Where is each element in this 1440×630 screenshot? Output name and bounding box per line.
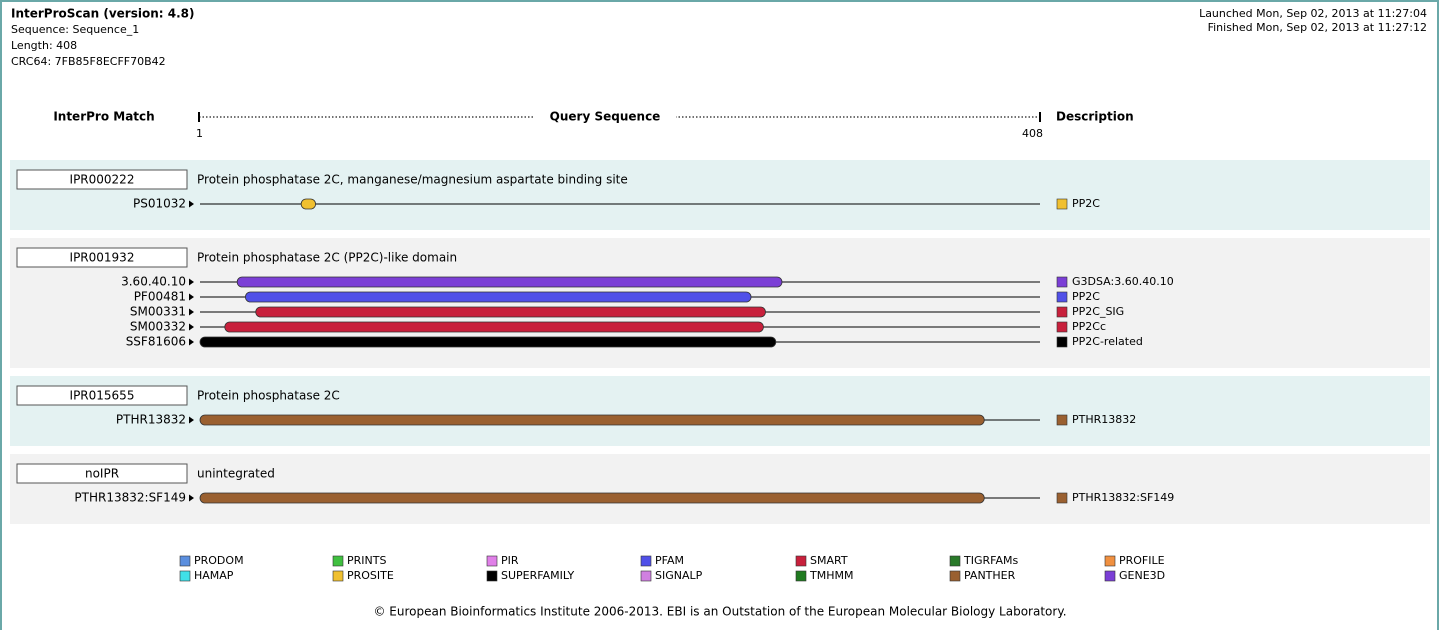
- legend-swatch: [1104, 570, 1116, 582]
- legend-label: SIGNALP: [655, 569, 703, 582]
- legend-label: PIR: [501, 554, 519, 567]
- legend-swatch: [179, 555, 191, 567]
- match-bar: [300, 198, 316, 210]
- footer: © European Bioinformatics Institute 2006…: [373, 605, 1066, 619]
- legend-swatch: [486, 555, 498, 567]
- arrow: [189, 416, 194, 424]
- match-label: PS01032: [133, 197, 186, 211]
- legend-label: PRINTS: [347, 554, 386, 567]
- match-bar: [245, 291, 752, 303]
- match-description: PTHR13832:SF149: [1072, 491, 1174, 504]
- length: Length: 408: [11, 39, 77, 52]
- description-swatch: [1056, 492, 1068, 504]
- axis-label-bg: [534, 108, 676, 126]
- description-swatch: [1056, 336, 1068, 348]
- arrow: [189, 338, 194, 346]
- arrow: [189, 278, 194, 286]
- description-header: Description: [1056, 110, 1134, 124]
- legend-label: PRODOM: [194, 554, 244, 567]
- legend-label: TMHMM: [809, 569, 853, 582]
- group-name: Protein phosphatase 2C: [197, 389, 340, 403]
- arrow: [189, 323, 194, 331]
- group-background: [10, 376, 1430, 446]
- legend-swatch: [949, 555, 961, 567]
- match-label: PTHR13832: [116, 413, 186, 427]
- crc: CRC64: 7FB85F8ECFF70B42: [11, 55, 166, 68]
- arrow: [189, 308, 194, 316]
- sequence-header: Query Sequence: [550, 110, 661, 124]
- legend-label: PROSITE: [347, 569, 394, 582]
- match-bar: [199, 492, 985, 504]
- match-description: PTHR13832: [1072, 413, 1136, 426]
- match-label: 3.60.40.10: [121, 275, 186, 289]
- match-bar: [236, 276, 783, 288]
- match-description: PP2C: [1072, 197, 1100, 210]
- match-description: PP2Cc: [1072, 320, 1106, 333]
- legend-swatch: [1104, 555, 1116, 567]
- legend-swatch: [486, 570, 498, 582]
- match-label: PTHR13832:SF149: [74, 491, 186, 505]
- match-description: G3DSA:3.60.40.10: [1072, 275, 1174, 288]
- legend-label: PANTHER: [964, 569, 1016, 582]
- legend-label: HAMAP: [194, 569, 234, 582]
- legend-label: GENE3D: [1119, 569, 1165, 582]
- legend-label: PROFILE: [1119, 554, 1165, 567]
- match-bar: [255, 306, 766, 318]
- group-id-box: [16, 247, 188, 268]
- legend-swatch: [949, 570, 961, 582]
- axis-start: 1: [196, 127, 203, 140]
- match-label: SM00332: [130, 320, 186, 334]
- legend-swatch: [795, 570, 807, 582]
- match-description: PP2C_SIG: [1072, 305, 1124, 318]
- group-name: Protein phosphatase 2C (PP2C)-like domai…: [197, 251, 457, 265]
- match-bar: [224, 321, 764, 333]
- arrow: [189, 494, 194, 502]
- legend-label: TIGRFAMs: [963, 554, 1018, 567]
- match-label: SSF81606: [126, 335, 186, 349]
- title: InterProScan (version: 4.8): [11, 7, 194, 21]
- group-background: [10, 160, 1430, 230]
- match-label: PF00481: [134, 290, 186, 304]
- match-header: InterPro Match: [53, 110, 154, 124]
- description-swatch: [1056, 306, 1068, 318]
- legend-swatch: [332, 570, 344, 582]
- match-description: PP2C-related: [1072, 335, 1143, 348]
- arrow: [189, 293, 194, 301]
- arrow: [189, 200, 194, 208]
- group-id: IPR000222: [70, 173, 135, 187]
- legend-swatch: [640, 555, 652, 567]
- legend-swatch: [795, 555, 807, 567]
- axis-end: 408: [1022, 127, 1043, 140]
- match-bar: [199, 336, 777, 348]
- description-swatch: [1056, 276, 1068, 288]
- group-id: IPR001932: [70, 251, 135, 265]
- group-id-box: [16, 169, 188, 190]
- match-description: PP2C: [1072, 290, 1100, 303]
- group-id: IPR015655: [70, 389, 135, 403]
- group-id-box: [16, 463, 188, 484]
- group-background: [10, 454, 1430, 524]
- finished: Finished Mon, Sep 02, 2013 at 11:27:12: [1208, 21, 1427, 34]
- description-swatch: [1056, 291, 1068, 303]
- legend-swatch: [640, 570, 652, 582]
- group-name: unintegrated: [197, 467, 275, 481]
- group-id: noIPR: [85, 467, 119, 481]
- description-swatch: [1056, 198, 1068, 210]
- match-bar: [199, 414, 985, 426]
- sequence: Sequence: Sequence_1: [11, 23, 139, 36]
- group-name: Protein phosphatase 2C, manganese/magnes…: [197, 173, 628, 187]
- legend-label: PFAM: [655, 554, 684, 567]
- legend-swatch: [179, 570, 191, 582]
- legend-label: SMART: [810, 554, 848, 567]
- match-label: SM00331: [130, 305, 186, 319]
- legend-label: SUPERFAMILY: [501, 569, 575, 582]
- launched: Launched Mon, Sep 02, 2013 at 11:27:04: [1199, 7, 1427, 20]
- description-swatch: [1056, 414, 1068, 426]
- group-id-box: [16, 385, 188, 406]
- legend-swatch: [332, 555, 344, 567]
- description-swatch: [1056, 321, 1068, 333]
